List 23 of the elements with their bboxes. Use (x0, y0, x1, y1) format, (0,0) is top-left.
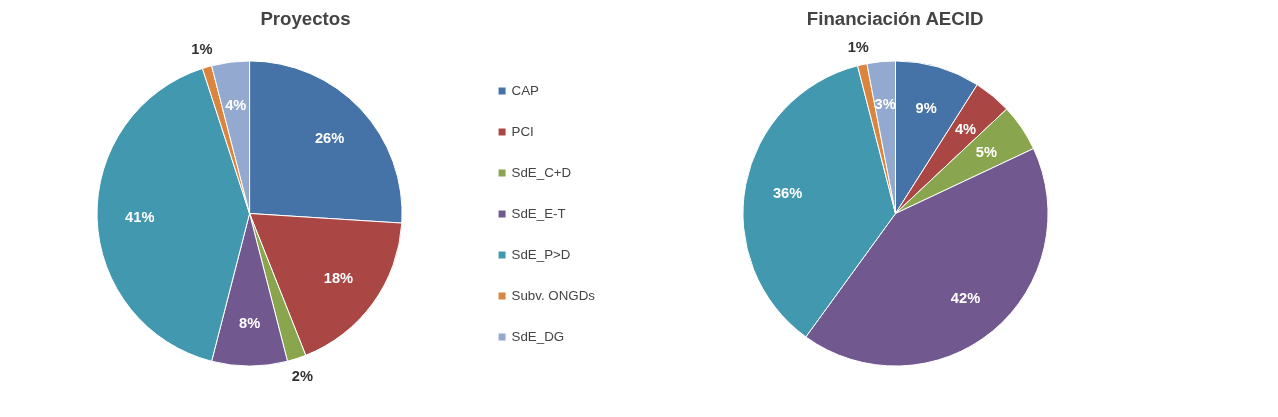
data-label: 41% (125, 208, 155, 225)
data-label: 9% (915, 100, 937, 117)
legend-label: Subv. ONGDs (511, 287, 595, 303)
chart-title: Financiación AECID (806, 7, 984, 29)
legend-label: SdE_E-T (511, 205, 566, 221)
data-label: 18% (323, 270, 354, 287)
chart-title: Proyectos (260, 7, 351, 29)
data-label: 4% (954, 120, 977, 137)
data-label: 5% (975, 143, 997, 160)
data-label: 42% (950, 290, 981, 307)
legend-label: SdE_P>D (511, 246, 571, 262)
data-label: 36% (772, 184, 803, 201)
legend-label: PCI (511, 123, 534, 139)
legend-label: SdE_C+D (511, 164, 572, 180)
legend-label: CAP (511, 82, 539, 98)
data-label: 3% (874, 96, 896, 113)
data-label: 2% (291, 367, 313, 384)
data-label: 26% (314, 130, 345, 147)
data-label: 1% (191, 41, 213, 58)
data-label: 4% (225, 96, 247, 113)
data-label: 8% (238, 315, 261, 332)
data-label: 1% (847, 38, 869, 55)
legend-label: SdE_DG (511, 328, 565, 344)
